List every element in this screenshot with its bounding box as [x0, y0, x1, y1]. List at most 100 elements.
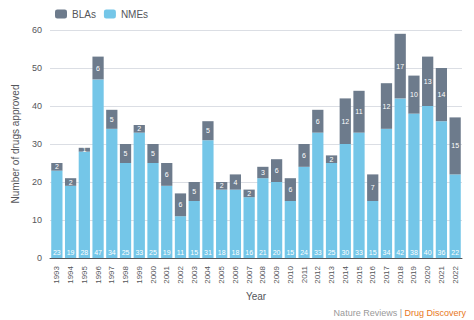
- svg-text:0: 0: [37, 253, 42, 263]
- svg-text:15: 15: [190, 249, 198, 256]
- svg-text:2002: 2002: [176, 265, 185, 283]
- svg-text:6: 6: [96, 65, 100, 72]
- svg-text:15: 15: [286, 249, 294, 256]
- svg-text:16: 16: [245, 249, 253, 256]
- svg-text:1998: 1998: [121, 265, 130, 283]
- svg-text:13: 13: [424, 78, 432, 85]
- svg-text:30: 30: [341, 249, 349, 256]
- svg-text:20: 20: [32, 177, 42, 187]
- svg-text:2003: 2003: [190, 265, 199, 283]
- svg-text:1: 1: [82, 146, 86, 153]
- svg-text:2006: 2006: [231, 265, 240, 283]
- svg-text:42: 42: [396, 249, 404, 256]
- svg-text:11: 11: [355, 108, 362, 115]
- svg-text:30: 30: [32, 139, 42, 149]
- svg-text:7: 7: [371, 184, 375, 191]
- svg-text:38: 38: [410, 249, 418, 256]
- svg-text:2019: 2019: [409, 265, 418, 283]
- svg-text:33: 33: [314, 249, 322, 256]
- svg-text:4: 4: [233, 179, 237, 186]
- svg-text:11: 11: [177, 249, 184, 256]
- svg-text:2001: 2001: [162, 265, 171, 283]
- svg-text:33: 33: [135, 249, 143, 256]
- svg-text:6: 6: [316, 118, 320, 125]
- svg-text:2: 2: [55, 163, 59, 170]
- svg-text:2: 2: [247, 190, 251, 197]
- svg-text:2015: 2015: [355, 265, 364, 283]
- svg-text:2010: 2010: [286, 265, 295, 283]
- svg-text:12: 12: [383, 103, 391, 110]
- svg-text:21: 21: [259, 249, 267, 256]
- svg-text:17: 17: [396, 63, 404, 70]
- svg-text:24: 24: [300, 249, 308, 256]
- svg-text:34: 34: [383, 249, 391, 256]
- svg-text:6: 6: [179, 201, 183, 208]
- svg-text:19: 19: [163, 249, 171, 256]
- svg-text:Nature Reviews |: Nature Reviews |: [334, 308, 405, 318]
- svg-text:6: 6: [288, 186, 292, 193]
- svg-text:19: 19: [67, 249, 75, 256]
- svg-text:15: 15: [451, 142, 459, 149]
- svg-text:6: 6: [302, 152, 306, 159]
- svg-text:Year: Year: [246, 291, 267, 302]
- svg-text:2: 2: [137, 125, 141, 132]
- svg-text:10: 10: [32, 215, 42, 225]
- svg-text:2022: 2022: [451, 265, 460, 283]
- svg-text:25: 25: [122, 249, 130, 256]
- svg-text:40: 40: [424, 249, 432, 256]
- svg-text:1995: 1995: [80, 265, 89, 283]
- svg-text:3: 3: [261, 169, 265, 176]
- svg-text:23: 23: [53, 249, 61, 256]
- svg-text:60: 60: [32, 25, 42, 35]
- svg-text:47: 47: [94, 249, 102, 256]
- svg-text:1993: 1993: [52, 265, 61, 283]
- svg-text:2013: 2013: [327, 265, 336, 283]
- svg-text:14: 14: [438, 91, 446, 98]
- svg-text:5: 5: [124, 150, 128, 157]
- svg-text:22: 22: [451, 249, 459, 256]
- svg-text:2012: 2012: [313, 265, 322, 283]
- svg-text:2: 2: [220, 182, 224, 189]
- svg-text:2000: 2000: [149, 265, 158, 283]
- svg-text:40: 40: [32, 101, 42, 111]
- svg-text:28: 28: [80, 249, 88, 256]
- svg-text:1996: 1996: [94, 265, 103, 283]
- svg-text:2: 2: [330, 156, 334, 163]
- svg-text:2011: 2011: [300, 265, 309, 283]
- svg-text:34: 34: [108, 249, 116, 256]
- svg-text:2008: 2008: [258, 265, 267, 283]
- svg-text:2014: 2014: [341, 265, 350, 283]
- svg-text:6: 6: [165, 171, 169, 178]
- svg-text:2004: 2004: [203, 265, 212, 283]
- svg-text:2: 2: [69, 179, 73, 186]
- svg-text:25: 25: [149, 249, 157, 256]
- svg-text:31: 31: [204, 249, 212, 256]
- svg-text:1994: 1994: [66, 265, 75, 283]
- svg-text:18: 18: [218, 249, 226, 256]
- svg-text:2005: 2005: [217, 265, 226, 283]
- svg-text:20: 20: [273, 249, 281, 256]
- svg-text:1999: 1999: [135, 265, 144, 283]
- svg-text:2021: 2021: [437, 265, 446, 283]
- svg-text:5: 5: [206, 127, 210, 134]
- svg-text:33: 33: [355, 249, 363, 256]
- svg-text:15: 15: [369, 249, 377, 256]
- svg-text:BLAs: BLAs: [72, 9, 96, 20]
- svg-text:2007: 2007: [245, 265, 254, 283]
- svg-text:Number of drugs approved: Number of drugs approved: [10, 85, 21, 204]
- svg-text:12: 12: [341, 118, 349, 125]
- svg-text:18: 18: [232, 249, 240, 256]
- svg-text:6: 6: [275, 167, 279, 174]
- svg-text:10: 10: [410, 91, 418, 98]
- svg-text:Drug Discovery: Drug Discovery: [404, 308, 466, 318]
- svg-text:36: 36: [438, 249, 446, 256]
- svg-text:2017: 2017: [382, 265, 391, 283]
- svg-text:1997: 1997: [107, 265, 116, 283]
- svg-text:25: 25: [328, 249, 336, 256]
- svg-text:5: 5: [110, 116, 114, 123]
- svg-text:2016: 2016: [368, 265, 377, 283]
- svg-text:2009: 2009: [272, 265, 281, 283]
- svg-text:5: 5: [151, 150, 155, 157]
- svg-text:2020: 2020: [423, 265, 432, 283]
- svg-text:50: 50: [32, 63, 42, 73]
